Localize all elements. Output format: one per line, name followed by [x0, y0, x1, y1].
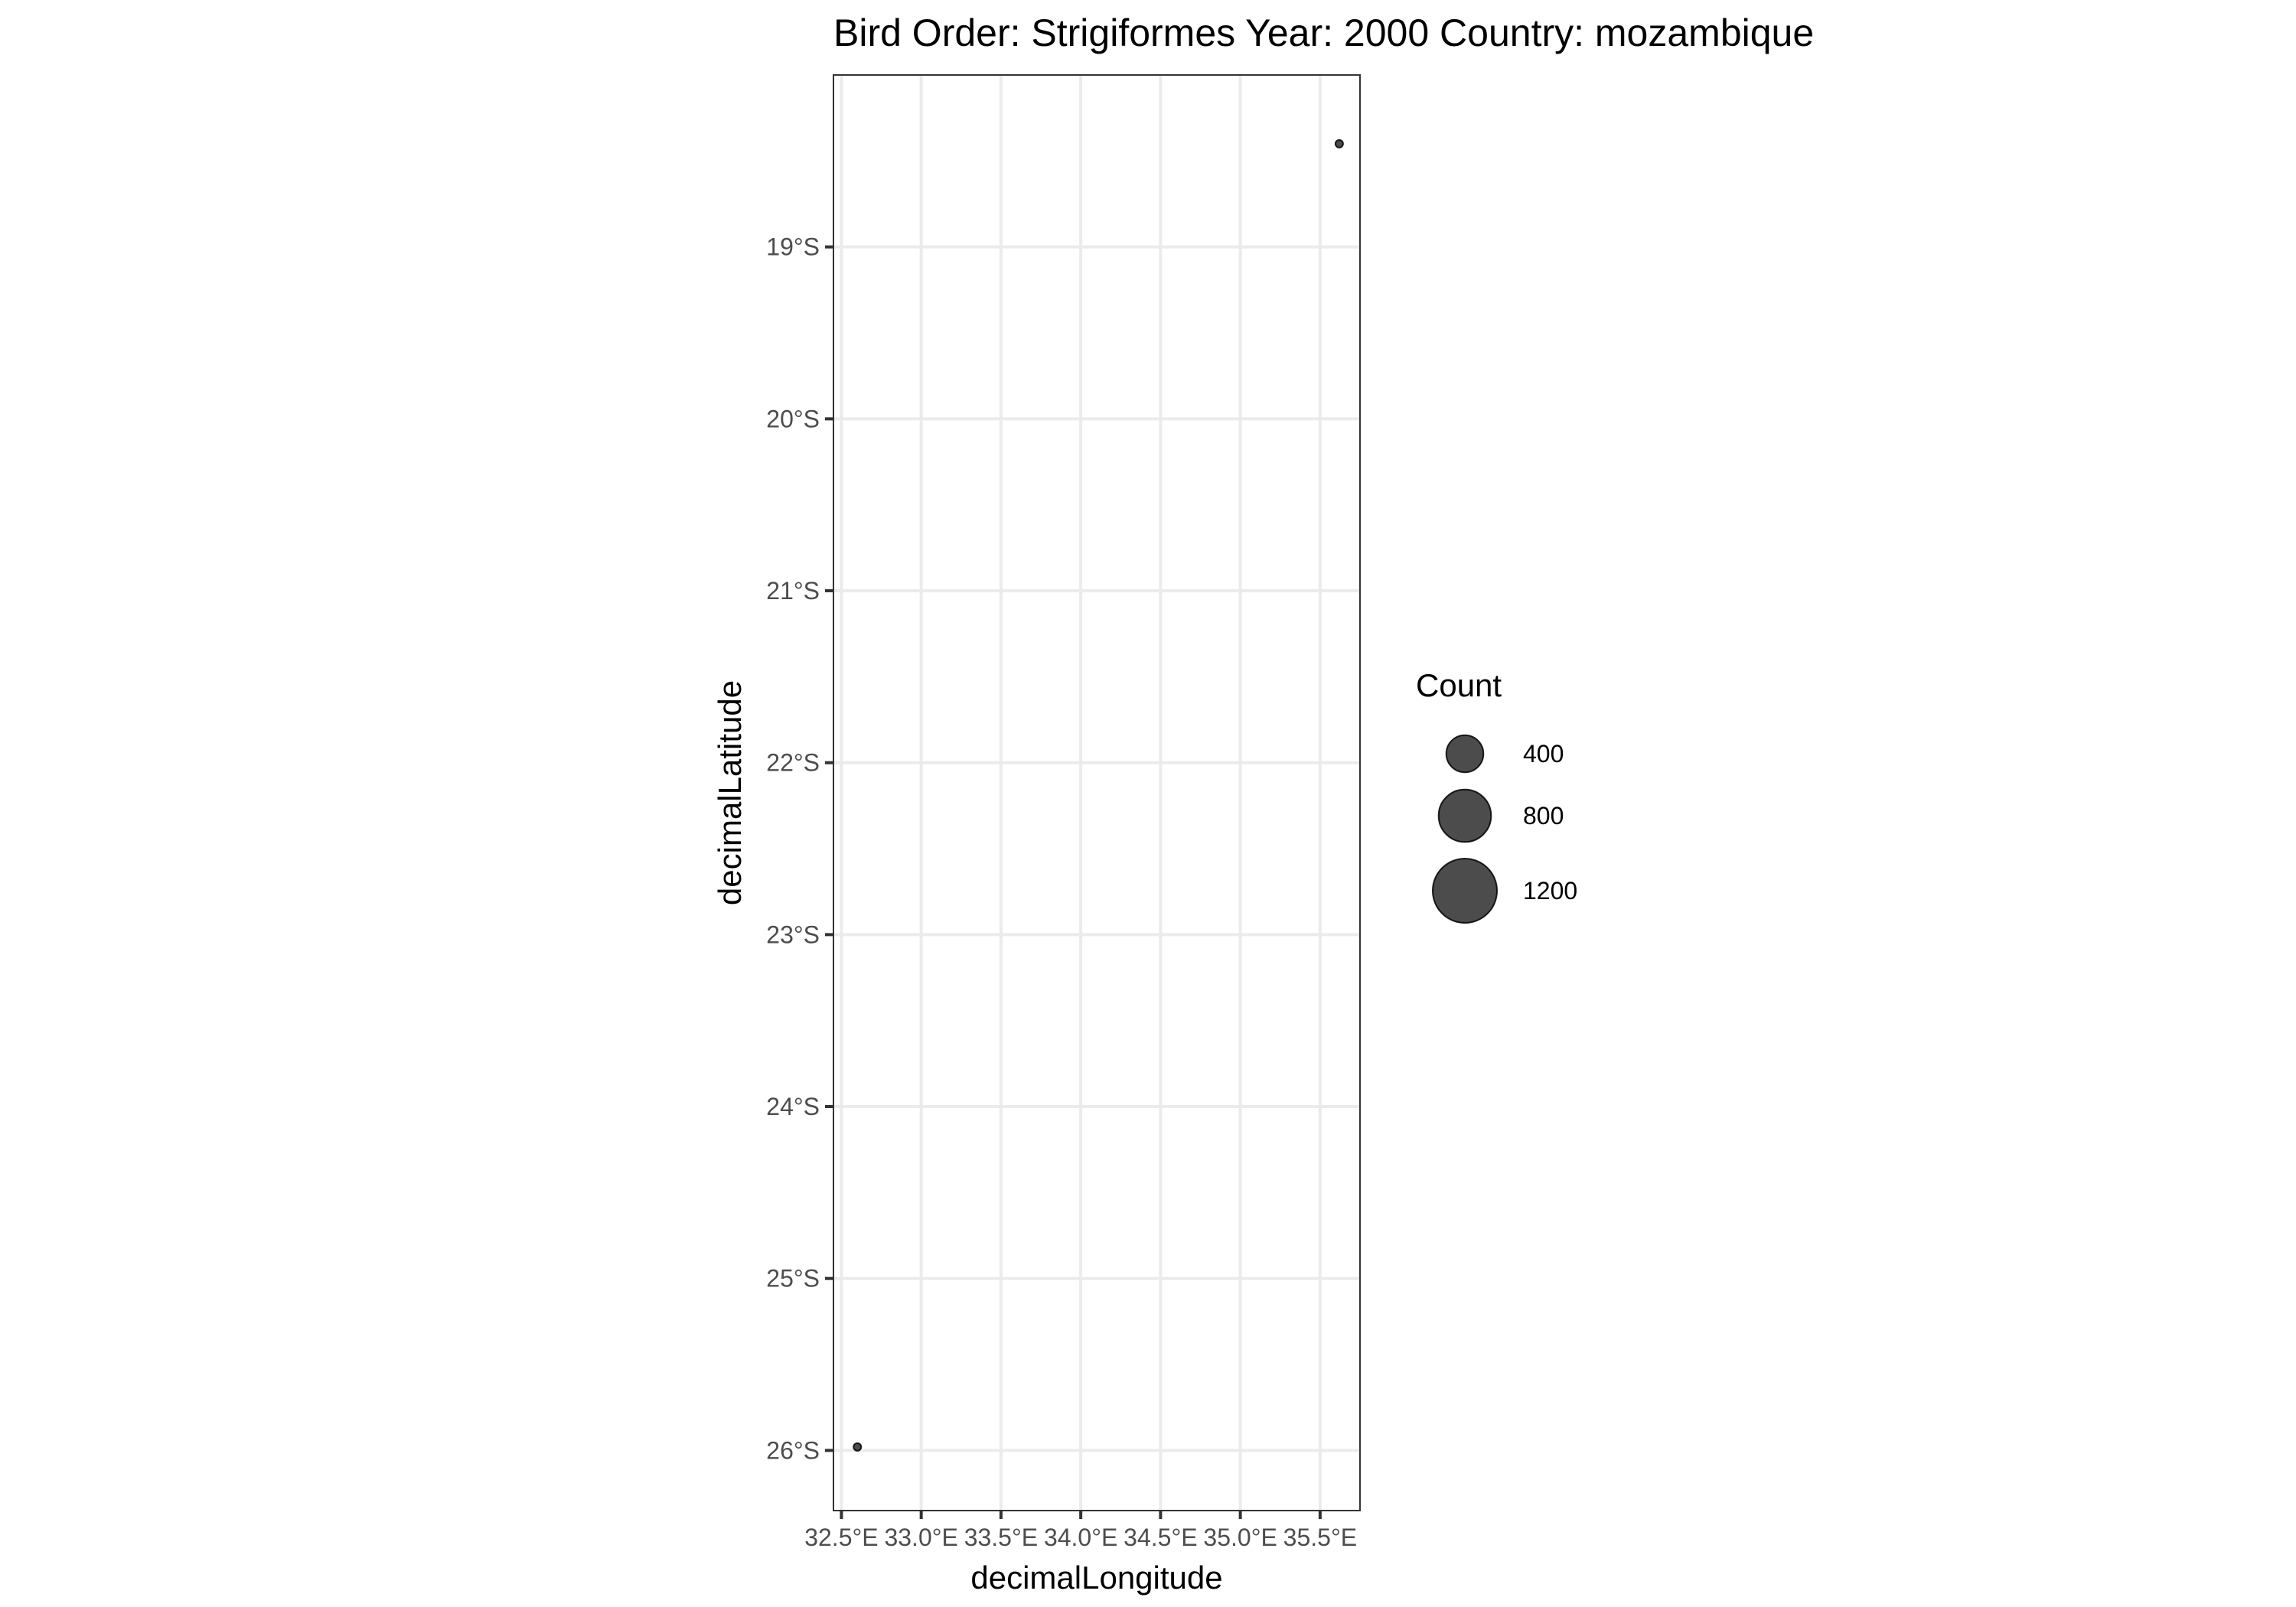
- legend-key-circle: [1445, 734, 1485, 774]
- legend-entry-label: 1200: [1523, 877, 1577, 905]
- y-axis-title: decimalLatitude: [712, 680, 748, 905]
- legend-entries: 400 800 1200: [1432, 734, 1577, 924]
- x-tick-label: 33.5°E: [964, 1524, 1038, 1551]
- x-tick-label: 33.0°E: [884, 1524, 957, 1551]
- plot-panel-border: [833, 74, 1361, 1511]
- y-tick-label: 24°S: [766, 1093, 820, 1120]
- gridlines: [833, 75, 1360, 1511]
- chart-title: Bird Order: Strigiformes Year: 2000 Coun…: [833, 11, 1814, 54]
- x-tick-label: 35.5°E: [1283, 1524, 1357, 1551]
- y-tick-label: 21°S: [766, 577, 820, 605]
- legend-key-circle: [1437, 788, 1492, 843]
- y-tick-label: 23°S: [766, 921, 820, 948]
- legend-entry-label: 400: [1523, 740, 1564, 768]
- legend-key-circle: [1432, 858, 1498, 924]
- y-tick-label: 20°S: [766, 405, 820, 432]
- x-tick-label: 34.0°E: [1044, 1524, 1117, 1551]
- legend-entry-label: 800: [1523, 802, 1564, 830]
- x-tick-label: 34.5°E: [1124, 1524, 1197, 1551]
- data-point: [1334, 139, 1344, 148]
- y-tick-label: 25°S: [766, 1265, 820, 1292]
- x-axis-title: decimalLongitude: [970, 1560, 1222, 1596]
- y-tick-label: 19°S: [766, 233, 820, 261]
- y-tick-label: 26°S: [766, 1436, 820, 1464]
- x-tick-label: 35.0°E: [1203, 1524, 1277, 1551]
- plot-panel: [833, 75, 1360, 1511]
- data-points: [853, 139, 1344, 1452]
- data-point: [853, 1442, 863, 1452]
- x-tick-label: 32.5°E: [804, 1524, 878, 1551]
- y-tick-label: 22°S: [766, 749, 820, 777]
- legend: Count 400 800 1200: [1416, 667, 1577, 924]
- y-axis: 19°S 20°S 21°S 22°S 23°S 24°S 25°S 26°S: [766, 233, 833, 1464]
- x-axis: 32.5°E 33.0°E 33.5°E 34.0°E 34.5°E 35.0°E 35.5…: [804, 1511, 1357, 1551]
- legend-title: Count: [1416, 667, 1502, 703]
